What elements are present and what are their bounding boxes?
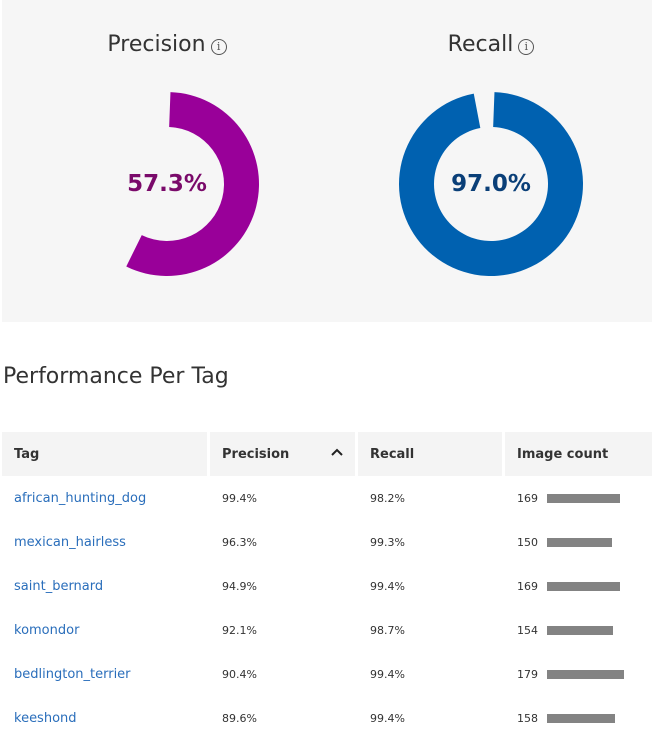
precision-donut-chart <box>126 92 260 276</box>
image-count-cell: 179 <box>505 668 652 681</box>
chevron-up-icon[interactable] <box>331 445 343 459</box>
precision-cell: 89.6% <box>222 711 257 725</box>
info-icon[interactable]: i <box>518 38 535 55</box>
table-row: keeshond 89.6% 99.4% 158 <box>2 696 652 740</box>
recall-value: 97.0% <box>451 171 531 197</box>
precision-cell: 92.1% <box>222 623 257 637</box>
header-precision-label: Precision <box>222 446 290 462</box>
tag-link[interactable]: mexican_hairless <box>14 534 126 550</box>
image-count-bar <box>547 537 612 547</box>
image-count-bar <box>547 625 613 635</box>
image-count-cell: 150 <box>505 536 652 549</box>
image-count-cell: 158 <box>505 712 652 725</box>
recall-cell: 98.2% <box>370 491 405 505</box>
tag-link[interactable]: keeshond <box>14 710 77 726</box>
header-precision[interactable]: Precision <box>210 432 355 476</box>
tag-link[interactable]: bedlington_terrier <box>14 666 131 682</box>
table-row: saint_bernard 94.9% 99.4% 169 <box>2 564 652 608</box>
precision-title: Precision <box>107 32 206 57</box>
image-count-bar <box>547 493 620 503</box>
image-count-value: 169 <box>517 491 538 505</box>
image-count-value: 169 <box>517 579 538 593</box>
header-recall[interactable]: Recall <box>358 432 502 476</box>
table-row: african_hunting_dog 99.4% 98.2% 169 <box>2 476 652 520</box>
recall-arc <box>399 92 583 276</box>
image-count-value: 179 <box>517 667 538 681</box>
precision-cell: 99.4% <box>222 491 257 505</box>
precision-metric: Precision i 57.3% <box>17 0 317 322</box>
table-body: african_hunting_dog 99.4% 98.2% 169 mexican_… <box>2 476 652 740</box>
table-header: Tag Precision Recall Image count <box>2 432 652 476</box>
image-count-value: 150 <box>517 535 538 549</box>
tag-link[interactable]: saint_bernard <box>14 578 104 594</box>
image-count-bar <box>547 713 615 723</box>
precision-cell: 94.9% <box>222 579 257 593</box>
image-count-bar <box>547 581 620 591</box>
image-count-value: 158 <box>517 711 538 725</box>
precision-arc <box>126 92 260 276</box>
recall-metric: Recall i 97.0% <box>341 0 641 322</box>
table-row: mexican_hairless 96.3% 99.3% 150 <box>2 520 652 564</box>
image-count-cell: 154 <box>505 624 652 637</box>
precision-cell: 90.4% <box>222 667 257 681</box>
image-count-value: 154 <box>517 623 538 637</box>
recall-cell: 99.4% <box>370 667 405 681</box>
table-row: komondor 92.1% 98.7% 154 <box>2 608 652 652</box>
recall-cell: 99.4% <box>370 711 405 725</box>
metrics-summary-panel: Precision i 57.3% Recall i 97.0% <box>2 0 652 322</box>
table-row: bedlington_terrier 90.4% 99.4% 179 <box>2 652 652 696</box>
tag-link[interactable]: african_hunting_dog <box>14 490 147 506</box>
section-title: Performance Per Tag <box>3 364 229 389</box>
precision-value: 57.3% <box>127 171 207 197</box>
recall-cell: 98.7% <box>370 623 405 637</box>
precision-cell: 96.3% <box>222 535 257 549</box>
header-image-count[interactable]: Image count <box>505 432 652 476</box>
info-icon[interactable]: i <box>210 38 227 55</box>
image-count-cell: 169 <box>505 492 652 505</box>
recall-donut-chart <box>399 92 583 276</box>
header-tag[interactable]: Tag <box>2 432 207 476</box>
recall-title: Recall <box>447 32 514 57</box>
tag-link[interactable]: komondor <box>14 622 80 638</box>
image-count-bar <box>547 669 624 679</box>
recall-cell: 99.4% <box>370 579 405 593</box>
performance-table: Tag Precision Recall Image count african… <box>2 432 652 740</box>
recall-cell: 99.3% <box>370 535 405 549</box>
image-count-cell: 169 <box>505 580 652 593</box>
